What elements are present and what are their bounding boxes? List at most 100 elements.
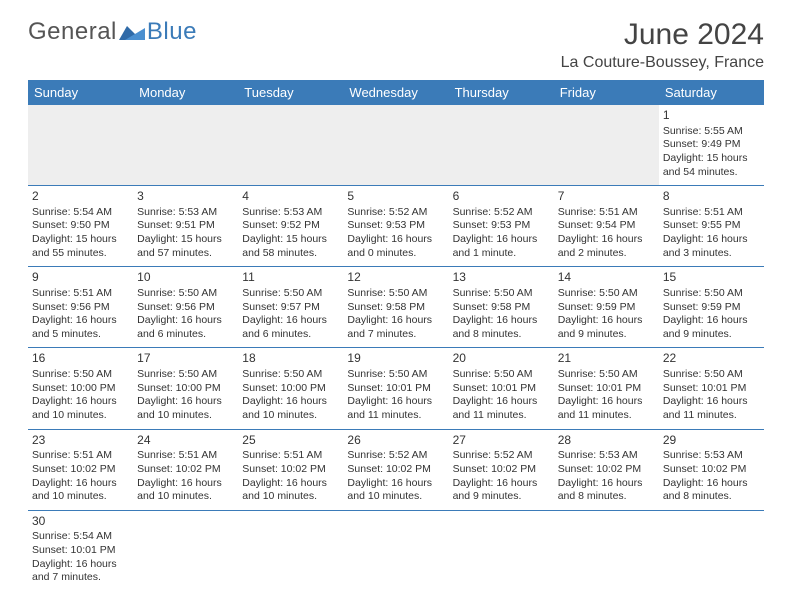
calendar-cell: 3Sunrise: 5:53 AMSunset: 9:51 PMDaylight… (133, 186, 238, 267)
day-number: 14 (558, 270, 655, 286)
calendar-cell: 15Sunrise: 5:50 AMSunset: 9:59 PMDayligh… (659, 267, 764, 348)
sunrise-text: Sunrise: 5:51 AM (242, 449, 339, 463)
calendar-cell: 4Sunrise: 5:53 AMSunset: 9:52 PMDaylight… (238, 186, 343, 267)
sunset-text: Sunset: 10:02 PM (663, 463, 760, 477)
daylight-text: Daylight: 16 hours (137, 395, 234, 409)
sunrise-text: Sunrise: 5:52 AM (453, 206, 550, 220)
sunset-text: Sunset: 10:02 PM (242, 463, 339, 477)
daylight-text: Daylight: 16 hours (453, 314, 550, 328)
calendar-cell (133, 510, 238, 591)
calendar-cell (659, 510, 764, 591)
calendar-cell: 29Sunrise: 5:53 AMSunset: 10:02 PMDaylig… (659, 429, 764, 510)
sunset-text: Sunset: 9:57 PM (242, 301, 339, 315)
day-header: Sunday (28, 80, 133, 105)
day-header: Friday (554, 80, 659, 105)
daylight-text: and 7 minutes. (32, 571, 129, 585)
calendar-week-row: 2Sunrise: 5:54 AMSunset: 9:50 PMDaylight… (28, 186, 764, 267)
day-number: 10 (137, 270, 234, 286)
calendar-cell (449, 105, 554, 186)
calendar-cell: 22Sunrise: 5:50 AMSunset: 10:01 PMDaylig… (659, 348, 764, 429)
sunrise-text: Sunrise: 5:51 AM (137, 449, 234, 463)
daylight-text: Daylight: 16 hours (242, 477, 339, 491)
sunrise-text: Sunrise: 5:50 AM (558, 287, 655, 301)
sunset-text: Sunset: 9:56 PM (137, 301, 234, 315)
sunrise-text: Sunrise: 5:51 AM (32, 449, 129, 463)
day-number: 19 (347, 351, 444, 367)
sunrise-text: Sunrise: 5:50 AM (453, 287, 550, 301)
calendar-cell: 18Sunrise: 5:50 AMSunset: 10:00 PMDaylig… (238, 348, 343, 429)
daylight-text: and 11 minutes. (558, 409, 655, 423)
daylight-text: Daylight: 15 hours (242, 233, 339, 247)
day-number: 9 (32, 270, 129, 286)
day-header-row: Sunday Monday Tuesday Wednesday Thursday… (28, 80, 764, 105)
calendar-cell (238, 105, 343, 186)
day-header: Wednesday (343, 80, 448, 105)
daylight-text: Daylight: 16 hours (558, 395, 655, 409)
day-number: 18 (242, 351, 339, 367)
sunrise-text: Sunrise: 5:53 AM (242, 206, 339, 220)
sunset-text: Sunset: 10:02 PM (347, 463, 444, 477)
day-number: 30 (32, 514, 129, 530)
daylight-text: Daylight: 16 hours (32, 395, 129, 409)
daylight-text: and 10 minutes. (242, 409, 339, 423)
sunrise-text: Sunrise: 5:50 AM (137, 287, 234, 301)
sunrise-text: Sunrise: 5:54 AM (32, 530, 129, 544)
sunset-text: Sunset: 10:01 PM (558, 382, 655, 396)
daylight-text: and 10 minutes. (32, 409, 129, 423)
daylight-text: Daylight: 16 hours (32, 314, 129, 328)
sunrise-text: Sunrise: 5:50 AM (242, 368, 339, 382)
daylight-text: Daylight: 16 hours (453, 477, 550, 491)
daylight-text: Daylight: 16 hours (453, 233, 550, 247)
day-number: 13 (453, 270, 550, 286)
day-number: 24 (137, 433, 234, 449)
calendar-week-row: 30Sunrise: 5:54 AMSunset: 10:01 PMDaylig… (28, 510, 764, 591)
daylight-text: and 0 minutes. (347, 247, 444, 261)
sunset-text: Sunset: 9:55 PM (663, 219, 760, 233)
day-number: 2 (32, 189, 129, 205)
header: General Blue June 2024 La Couture-Bousse… (28, 18, 764, 72)
calendar-cell: 20Sunrise: 5:50 AMSunset: 10:01 PMDaylig… (449, 348, 554, 429)
calendar-cell: 26Sunrise: 5:52 AMSunset: 10:02 PMDaylig… (343, 429, 448, 510)
calendar-cell (449, 510, 554, 591)
day-header: Tuesday (238, 80, 343, 105)
daylight-text: and 3 minutes. (663, 247, 760, 261)
sunrise-text: Sunrise: 5:55 AM (663, 125, 760, 139)
daylight-text: Daylight: 16 hours (558, 477, 655, 491)
day-header: Saturday (659, 80, 764, 105)
daylight-text: Daylight: 15 hours (137, 233, 234, 247)
daylight-text: and 58 minutes. (242, 247, 339, 261)
day-number: 17 (137, 351, 234, 367)
sunrise-text: Sunrise: 5:53 AM (663, 449, 760, 463)
daylight-text: and 10 minutes. (242, 490, 339, 504)
calendar-cell: 8Sunrise: 5:51 AMSunset: 9:55 PMDaylight… (659, 186, 764, 267)
sunset-text: Sunset: 9:49 PM (663, 138, 760, 152)
day-number: 15 (663, 270, 760, 286)
daylight-text: Daylight: 16 hours (663, 314, 760, 328)
logo: General Blue (28, 18, 197, 46)
day-number: 7 (558, 189, 655, 205)
daylight-text: and 10 minutes. (137, 490, 234, 504)
sunset-text: Sunset: 10:00 PM (242, 382, 339, 396)
sunrise-text: Sunrise: 5:53 AM (137, 206, 234, 220)
calendar-cell (343, 510, 448, 591)
month-title: June 2024 (561, 18, 764, 52)
daylight-text: and 9 minutes. (453, 490, 550, 504)
sunrise-text: Sunrise: 5:50 AM (242, 287, 339, 301)
day-number: 8 (663, 189, 760, 205)
sunrise-text: Sunrise: 5:50 AM (137, 368, 234, 382)
daylight-text: and 2 minutes. (558, 247, 655, 261)
calendar-cell: 2Sunrise: 5:54 AMSunset: 9:50 PMDaylight… (28, 186, 133, 267)
daylight-text: and 6 minutes. (137, 328, 234, 342)
daylight-text: Daylight: 16 hours (137, 314, 234, 328)
sunset-text: Sunset: 10:00 PM (137, 382, 234, 396)
day-number: 11 (242, 270, 339, 286)
sunset-text: Sunset: 9:59 PM (558, 301, 655, 315)
daylight-text: Daylight: 16 hours (663, 395, 760, 409)
sunset-text: Sunset: 9:58 PM (347, 301, 444, 315)
calendar-cell: 27Sunrise: 5:52 AMSunset: 10:02 PMDaylig… (449, 429, 554, 510)
calendar-cell (554, 105, 659, 186)
daylight-text: Daylight: 16 hours (663, 233, 760, 247)
daylight-text: Daylight: 16 hours (32, 477, 129, 491)
calendar-cell: 30Sunrise: 5:54 AMSunset: 10:01 PMDaylig… (28, 510, 133, 591)
sunrise-text: Sunrise: 5:50 AM (347, 287, 444, 301)
